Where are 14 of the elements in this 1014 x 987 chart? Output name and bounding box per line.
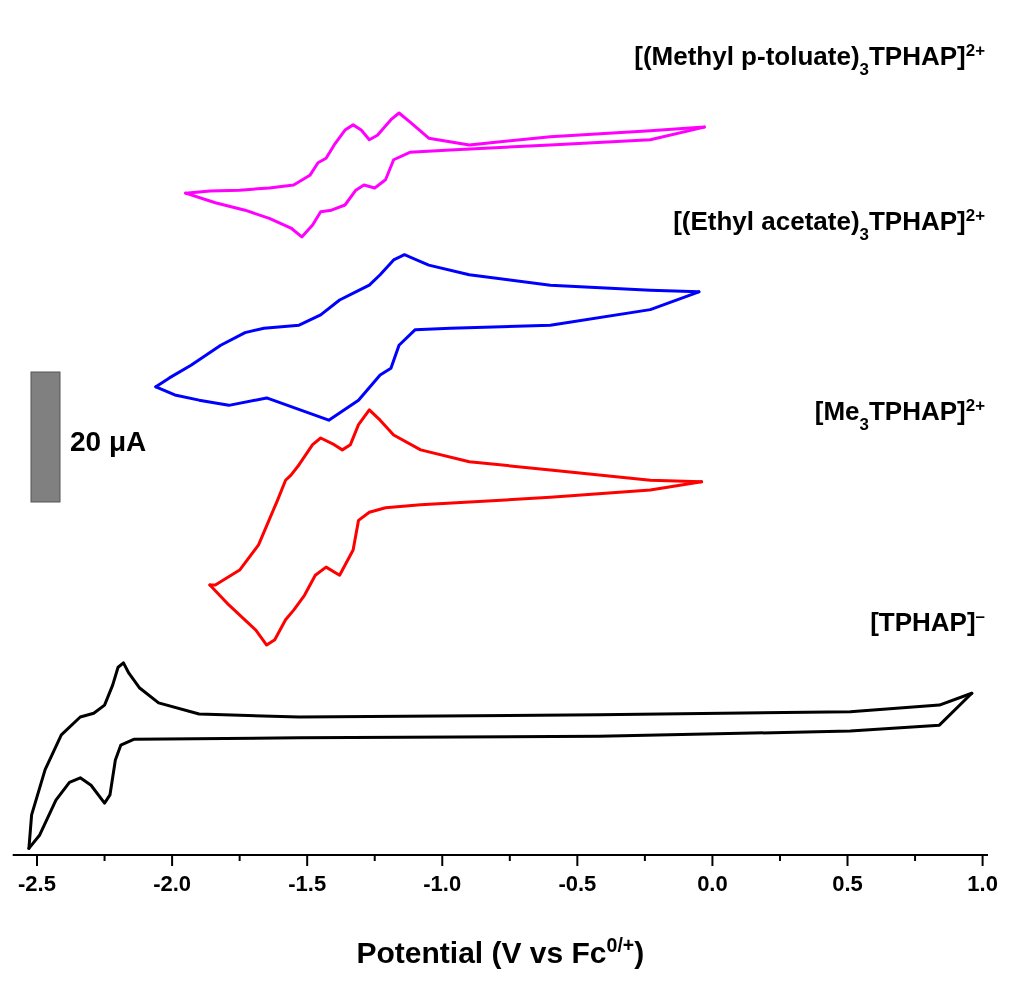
text: [Me$_{3}$TPHAP]$^{2+}$: [814, 395, 986, 434]
x-tick-label: -2.5: [18, 871, 56, 896]
x-tick-label: -0.5: [558, 871, 597, 896]
series-label: [(Ethyl acetate)$_{3}$TPHAP]$^{2+}$: [673, 205, 986, 244]
x-tick-label: 0.5: [832, 871, 863, 896]
text: [(Methyl p-toluate)$_{3}$TPHAP]$^{2+}$: [634, 40, 986, 79]
text: [TPHAP]$^{–}$: [870, 606, 985, 638]
x-tick-label: 1.0: [967, 871, 998, 896]
annotation: 20 μA: [70, 426, 147, 457]
x-tick-label: -2.0: [153, 871, 192, 896]
x-axis-title: Potential (V vs Fc$^{0/+}$): [356, 934, 645, 969]
x-tick-label: -1.5: [288, 871, 327, 896]
x-tick-label: 0.0: [697, 871, 728, 896]
x-tick-label: -1.0: [423, 871, 462, 896]
